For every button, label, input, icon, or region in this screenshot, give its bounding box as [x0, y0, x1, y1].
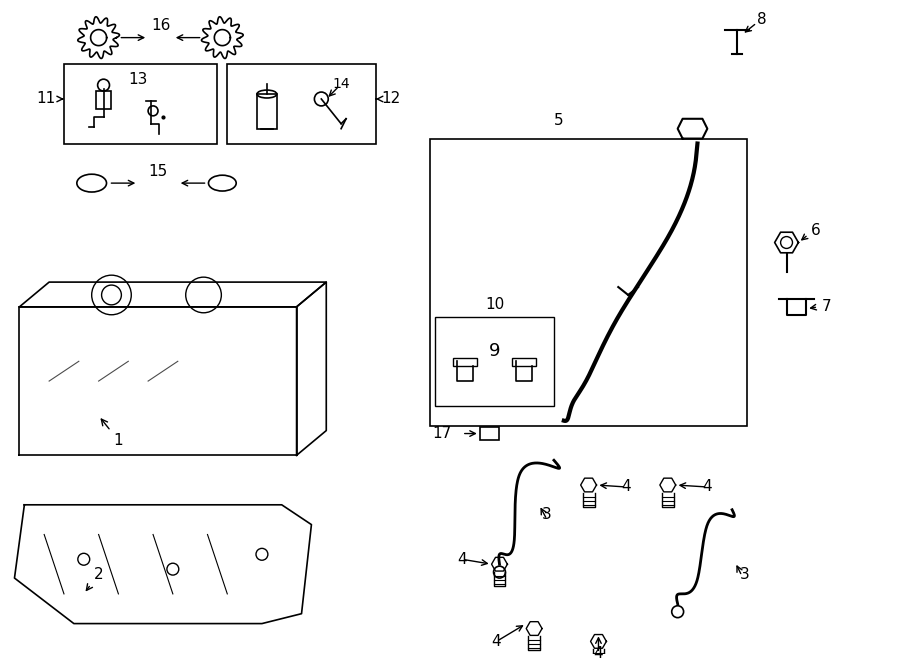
Text: 13: 13 [129, 71, 148, 87]
Text: 1: 1 [102, 419, 123, 448]
Text: 4: 4 [594, 646, 603, 661]
Bar [436, 317, 554, 406]
Text: 15: 15 [148, 164, 167, 178]
Bar [64, 64, 218, 143]
Text: 3: 3 [542, 507, 552, 522]
Text: 10: 10 [485, 297, 504, 313]
Text: 7: 7 [822, 299, 831, 315]
Text: 4: 4 [491, 634, 501, 649]
Text: 8: 8 [757, 13, 767, 27]
Bar [95, 91, 112, 109]
Text: 9: 9 [489, 342, 500, 360]
Text: 4: 4 [621, 479, 631, 494]
Text: 17: 17 [433, 426, 452, 441]
Text: 11: 11 [37, 91, 56, 106]
Text: 4: 4 [703, 479, 712, 494]
Bar [512, 358, 536, 366]
Text: 2: 2 [86, 566, 104, 590]
Bar [480, 426, 500, 440]
Text: 5: 5 [554, 113, 563, 128]
Bar [228, 64, 376, 143]
Text: 12: 12 [381, 91, 400, 106]
Text: 3: 3 [740, 566, 750, 582]
Bar [257, 94, 277, 129]
Text: 16: 16 [151, 19, 171, 33]
Bar [430, 139, 747, 426]
Text: 4: 4 [457, 552, 467, 566]
Text: 6: 6 [812, 223, 821, 238]
Bar [453, 358, 477, 366]
Text: 14: 14 [332, 77, 350, 91]
